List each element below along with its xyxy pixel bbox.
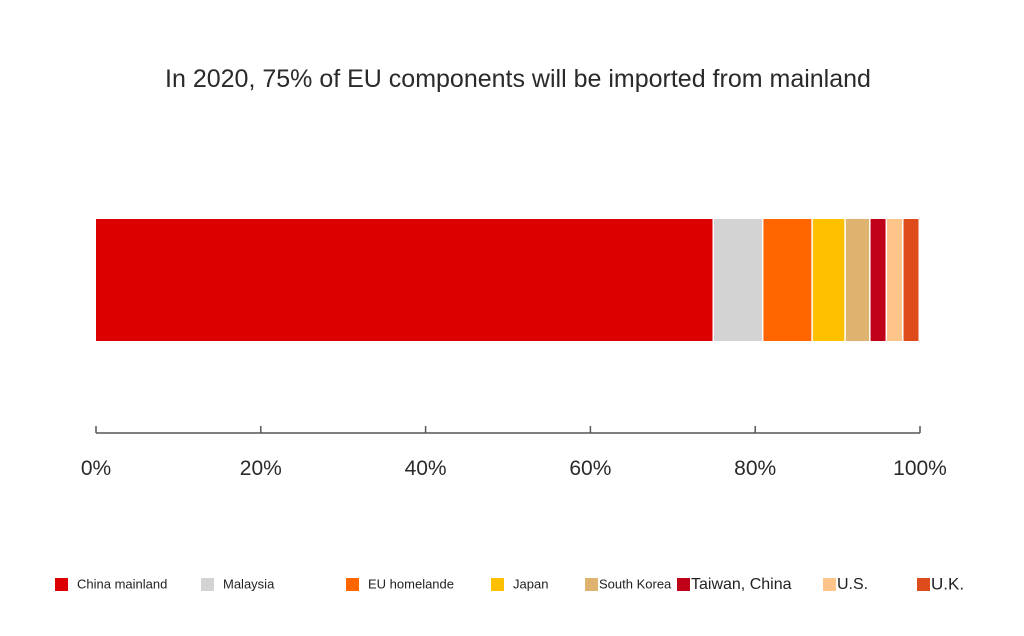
x-tick-label: 80% <box>734 457 776 480</box>
legend-swatch <box>55 578 68 591</box>
x-tick-label: 100% <box>893 457 947 480</box>
legend-label: U.S. <box>837 576 868 593</box>
x-axis: 0% 20% 40% 60% 80% 100% <box>81 426 947 480</box>
legend-swatch <box>823 578 836 591</box>
legend-item-u-s: U.S. <box>823 576 868 593</box>
legend-label: Japan <box>513 576 548 591</box>
legend-item-japan: Japan <box>491 576 548 591</box>
legend-swatch <box>585 578 598 591</box>
x-tick-label: 60% <box>569 457 611 480</box>
bar-segment-china-mainland <box>96 219 713 341</box>
x-tick-label: 20% <box>240 457 282 480</box>
legend-swatch <box>677 578 690 591</box>
bar-segment-japan <box>812 219 845 341</box>
bar-segment-taiwan-china <box>870 219 886 341</box>
legend-swatch <box>201 578 214 591</box>
chart-title: In 2020, 75% of EU components will be im… <box>165 65 871 93</box>
bar-segment-u-k <box>903 219 919 341</box>
legend-label: Taiwan, China <box>691 576 792 593</box>
legend-label: China mainland <box>77 576 167 591</box>
legend-item-u-k: U.K. <box>917 574 964 593</box>
legend-item-eu-homelande: EU homelande <box>346 576 454 591</box>
bar-segment-u-s <box>887 219 903 341</box>
legend-label: Malaysia <box>223 576 275 591</box>
bar-segment-south-korea <box>845 219 870 341</box>
legend-item-taiwan-china: Taiwan, China <box>677 576 792 593</box>
legend-label: South Korea <box>599 576 672 591</box>
legend-item-south-korea: South Korea <box>585 576 672 591</box>
legend-label: U.K. <box>931 574 964 593</box>
legend-item-china-mainland: China mainland <box>55 576 167 591</box>
bar-segment-malaysia <box>714 219 762 341</box>
legend-swatch <box>491 578 504 591</box>
x-tick-label: 0% <box>81 457 111 480</box>
legend-swatch <box>346 578 359 591</box>
x-tick-label: 40% <box>405 457 447 480</box>
legend: China mainland Malaysia EU homelande Japan S… <box>55 574 964 593</box>
bar-segments <box>96 219 919 341</box>
legend-label: EU homelande <box>368 576 454 591</box>
legend-item-malaysia: Malaysia <box>201 576 275 591</box>
legend-swatch <box>917 578 930 591</box>
bar-segment-eu-homelande <box>763 219 812 341</box>
